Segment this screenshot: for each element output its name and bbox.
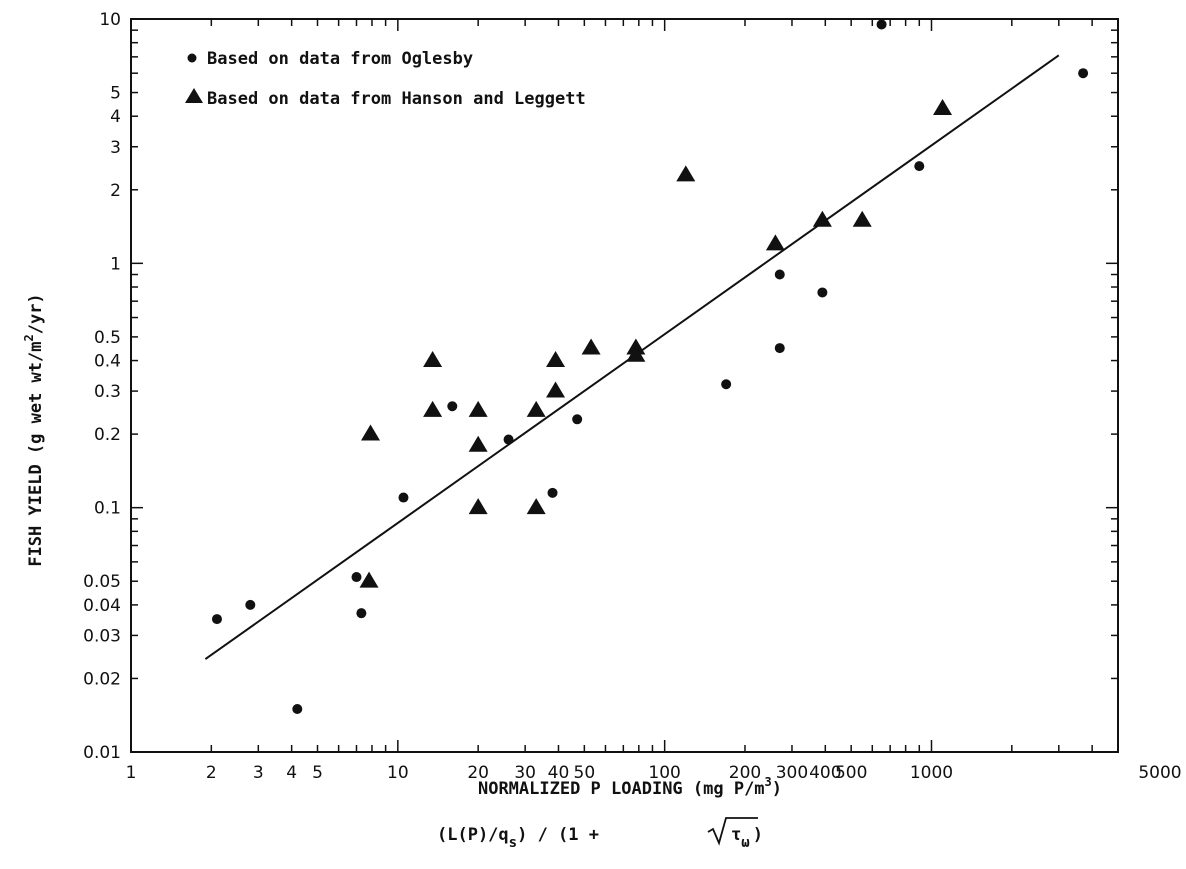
oglesby-point (351, 572, 362, 583)
y-tick-label: 4 (110, 107, 121, 127)
y-tick-label: 0.02 (83, 669, 121, 689)
hanson-leggett-point (933, 98, 953, 115)
hanson-leggett-point (546, 350, 566, 367)
x-tick-label: 50 (574, 763, 596, 783)
legend-circle-marker (187, 53, 197, 63)
sqrt-icon (707, 817, 758, 846)
x-tick-label: 2 (206, 763, 217, 783)
y-tick-label: 10 (99, 10, 121, 30)
hanson-leggett-point (359, 571, 379, 588)
x-axis-title: NORMALIZED P LOADING (mg P/m3) (478, 775, 782, 799)
oglesby-point (774, 343, 785, 354)
hanson-leggett-point (423, 350, 443, 367)
oglesby-point (503, 434, 514, 445)
y-tick-label: 0.03 (83, 626, 121, 646)
x-tick-label: 30 (514, 763, 536, 783)
oglesby-point (447, 401, 458, 412)
y-tick-label: 0.5 (94, 328, 121, 348)
svg-text:(L(P)/qs) / (1 +: (L(P)/qs) / (1 + (437, 825, 599, 851)
x-tick-label: 5000 (1138, 763, 1181, 783)
oglesby-point (914, 161, 925, 172)
hanson-leggett-point (676, 165, 696, 182)
y-tick-label: 0.01 (83, 743, 121, 763)
oglesby-point (817, 287, 828, 298)
hanson-leggett-point (765, 234, 785, 251)
y-tick-label: 1 (110, 254, 121, 274)
oglesby-point (245, 599, 256, 610)
x-tick-label: 4 (286, 763, 297, 783)
y-tick-label: 3 (110, 138, 121, 158)
hanson-leggett-point (852, 210, 872, 227)
hanson-leggett-point (468, 400, 488, 417)
x-tick-label: 300 (776, 763, 808, 783)
oglesby-point (547, 487, 558, 498)
oglesby-point (774, 269, 785, 280)
y-tick-label: 5 (110, 84, 121, 104)
legend-label-oglesby: Based on data from Oglesby (207, 49, 473, 69)
oglesby-point (398, 492, 409, 503)
y-tick-label: 0.1 (94, 499, 121, 519)
legend-label-hanson-leggett: Based on data from Hanson and Leggett (207, 89, 586, 109)
hanson-leggett-point (526, 400, 546, 417)
x-tick-label: 3 (253, 763, 264, 783)
oglesby-point (721, 379, 732, 390)
x-tick-label: 10 (387, 763, 409, 783)
data-markers (211, 19, 1089, 714)
oglesby-point (572, 414, 583, 425)
x-tick-label: 100 (648, 763, 680, 783)
x-tick-label: 20 (467, 763, 489, 783)
x-tick-label: 1000 (910, 763, 953, 783)
hanson-leggett-point (812, 210, 832, 227)
x-tick-label: 1 (126, 763, 137, 783)
y-tick-label: 0.2 (94, 425, 121, 445)
hanson-leggett-point (423, 400, 443, 417)
oglesby-point (356, 608, 367, 619)
y-tick-label: 0.4 (94, 352, 121, 372)
axis-ticks (130, 18, 1119, 753)
svg-text:τω): τω) (731, 825, 763, 851)
oglesby-point (1078, 68, 1089, 79)
plot-frame (130, 18, 1119, 753)
y-axis-tick-labels: 0.01 0.02 0.03 0.04 0.05 0.1 0.2 0.3 0.4 0.5 1 2 3 4 5… (83, 10, 121, 763)
hanson-leggett-point (361, 424, 381, 441)
oglesby-point (876, 19, 887, 30)
hanson-leggett-point (526, 498, 546, 515)
x-tick-label: 500 (835, 763, 867, 783)
y-tick-label: 2 (110, 181, 121, 201)
y-tick-label: 0.05 (83, 572, 121, 592)
x-tick-label: 40 (548, 763, 570, 783)
hanson-leggett-point (581, 338, 601, 355)
y-tick-label: 0.04 (83, 596, 121, 616)
y-tick-label: 0.3 (94, 382, 121, 402)
x-tick-label: 200 (729, 763, 761, 783)
legend: Based on data from Oglesby Based on data… (185, 49, 586, 109)
hanson-leggett-point (468, 435, 488, 452)
x-axis-formula: (L(P)/qs) / (1 + τω) (437, 817, 763, 851)
oglesby-point (211, 614, 222, 625)
hanson-leggett-point (626, 345, 646, 362)
hanson-leggett-point (468, 498, 488, 515)
hanson-leggett-point (546, 381, 566, 398)
oglesby-point (292, 703, 303, 714)
x-tick-label: 400 (809, 763, 841, 783)
y-axis-title: FISH YIELD (g wet wt/m2/yr) (22, 293, 46, 566)
x-tick-label: 5 (312, 763, 323, 783)
legend-triangle-marker (185, 88, 203, 103)
